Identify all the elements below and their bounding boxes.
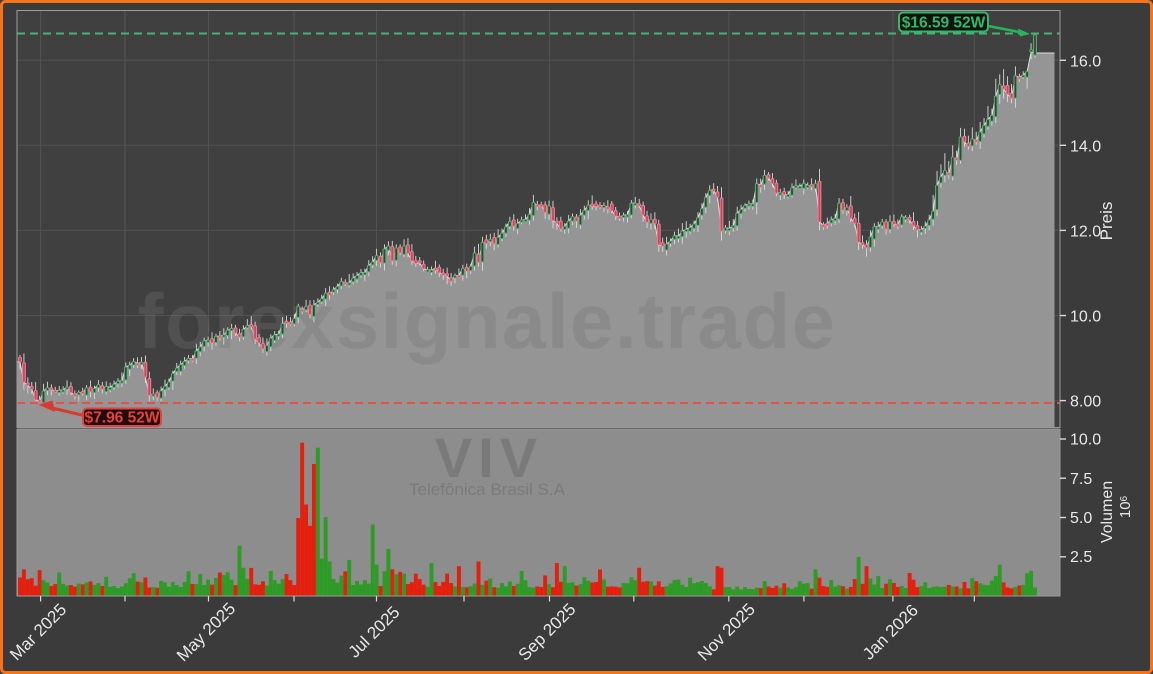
svg-text:16.0: 16.0 [1070, 53, 1101, 70]
svg-text:7.5: 7.5 [1070, 471, 1092, 488]
svg-text:$7.96 52W: $7.96 52W [85, 410, 160, 427]
svg-text:Volumen: Volumen [1099, 481, 1116, 543]
svg-text:VIV: VIV [435, 426, 543, 489]
svg-text:2.5: 2.5 [1070, 549, 1092, 566]
svg-text:10.0: 10.0 [1070, 309, 1101, 326]
svg-text:12.0: 12.0 [1070, 223, 1101, 240]
svg-text:8.00: 8.00 [1070, 394, 1101, 411]
svg-text:106: 106 [1117, 495, 1134, 518]
svg-text:Telefônica Brasil S.A: Telefônica Brasil S.A [409, 480, 566, 499]
svg-text:14.0: 14.0 [1070, 138, 1101, 155]
svg-text:$16.59 52W: $16.59 52W [902, 15, 986, 32]
svg-text:Preis: Preis [1097, 202, 1116, 241]
svg-text:forexsignale.trade: forexsignale.trade [138, 277, 837, 365]
svg-text:5.0: 5.0 [1070, 510, 1092, 527]
svg-text:10.0: 10.0 [1070, 432, 1101, 449]
